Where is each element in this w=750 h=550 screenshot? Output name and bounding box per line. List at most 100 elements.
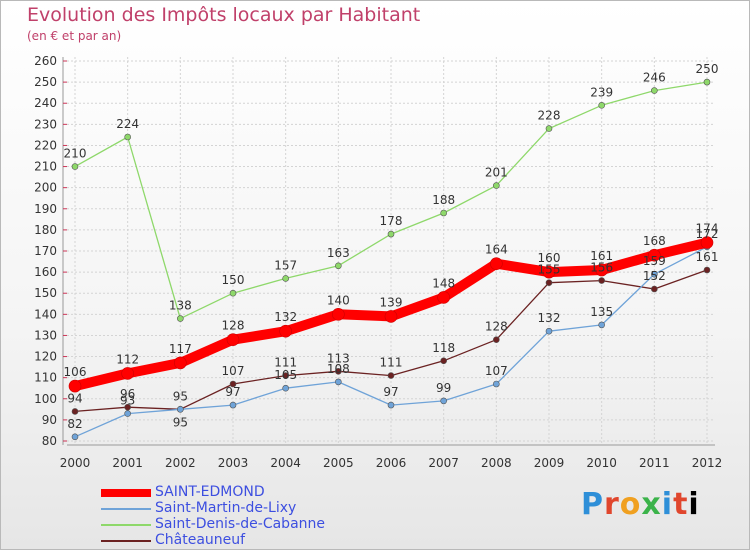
- data-label: 152: [643, 269, 666, 283]
- data-point: [279, 324, 292, 338]
- data-label: 160: [538, 251, 561, 265]
- data-label: 135: [590, 305, 613, 319]
- data-point: [124, 133, 131, 141]
- data-label: 82: [67, 417, 82, 431]
- data-label: 140: [327, 293, 350, 307]
- data-point: [651, 270, 658, 278]
- data-label: 108: [327, 362, 350, 376]
- logo-letter: x: [641, 487, 662, 522]
- data-label: 239: [590, 85, 613, 99]
- data-label: 155: [538, 263, 561, 277]
- data-point: [124, 403, 131, 411]
- data-label: 106: [64, 365, 87, 379]
- legend-label: Châteauneuf: [155, 532, 246, 548]
- data-label: 148: [432, 276, 455, 290]
- data-label: 105: [274, 368, 297, 382]
- data-point: [121, 367, 134, 380]
- data-label: 246: [643, 71, 666, 85]
- x-tick-label: 2009: [534, 456, 565, 470]
- data-point: [703, 78, 711, 86]
- y-tick-label: 140: [34, 307, 57, 321]
- data-point: [387, 401, 395, 409]
- y-tick-label: 80: [42, 434, 57, 448]
- data-label: 128: [222, 319, 245, 333]
- data-label: 128: [485, 320, 508, 334]
- data-label: 188: [432, 193, 455, 207]
- data-point: [71, 433, 79, 441]
- data-point: [440, 397, 447, 405]
- x-tick-label: 2012: [692, 456, 723, 470]
- data-point: [174, 356, 187, 370]
- data-point: [651, 285, 658, 293]
- data-label: 139: [380, 295, 403, 309]
- data-point: [177, 406, 184, 413]
- data-label: 117: [169, 342, 192, 356]
- data-point: [282, 372, 289, 379]
- x-tick-label: 2002: [165, 456, 196, 470]
- x-tick-label: 2005: [323, 456, 354, 470]
- data-point: [651, 87, 658, 94]
- data-label: 97: [383, 385, 398, 399]
- y-tick-label: 250: [34, 75, 57, 89]
- logo-letter: P: [581, 487, 604, 522]
- data-point: [282, 275, 289, 282]
- data-label: 95: [173, 389, 188, 403]
- data-label: 150: [222, 273, 245, 287]
- data-point: [598, 321, 605, 329]
- data-label: 107: [485, 364, 508, 378]
- proxiti-logo: Proxiti: [581, 487, 700, 522]
- data-label: 161: [590, 249, 613, 263]
- data-point: [493, 380, 500, 388]
- data-label: 201: [485, 166, 508, 180]
- legend-label: SAINT-EDMOND: [155, 484, 265, 500]
- x-tick-label: 2011: [639, 456, 670, 470]
- y-tick-label: 260: [34, 54, 57, 68]
- data-label: 172: [696, 227, 719, 241]
- data-point: [229, 380, 237, 388]
- data-point: [440, 357, 447, 365]
- data-label: 96: [120, 387, 135, 401]
- data-label: 174: [696, 222, 719, 236]
- data-point: [71, 408, 79, 415]
- data-label: 161: [696, 250, 719, 264]
- data-label: 99: [436, 381, 451, 395]
- y-tick-label: 100: [34, 392, 57, 406]
- logo-letter: i: [688, 487, 700, 522]
- data-point: [229, 289, 237, 297]
- x-tick-label: 2000: [60, 456, 91, 470]
- x-tick-label: 2006: [376, 456, 407, 470]
- y-tick-label: 180: [34, 223, 57, 237]
- data-point: [229, 401, 237, 409]
- data-point: [387, 372, 395, 379]
- y-tick-label: 110: [34, 371, 57, 385]
- data-point: [493, 182, 500, 189]
- legend-swatch: [101, 489, 151, 497]
- data-label: 118: [432, 341, 455, 355]
- y-tick-label: 90: [42, 413, 57, 427]
- data-label: 132: [538, 311, 561, 325]
- legend: SAINT-EDMOND Saint-Martin-de-Lixy Saint-De…: [101, 484, 441, 549]
- legend-item: Saint-Martin-de-Lixy: [101, 500, 441, 517]
- chart-title: Evolution des Impôts locaux par Habitant: [27, 4, 421, 26]
- data-label: 157: [274, 258, 297, 272]
- logo-letter: o: [619, 487, 642, 522]
- y-tick-label: 240: [34, 96, 57, 110]
- y-tick-label: 130: [34, 328, 57, 342]
- chart-subtitle: (en € et par an): [27, 29, 122, 43]
- data-label: 95: [173, 415, 188, 429]
- data-label: 164: [485, 243, 508, 257]
- data-point: [493, 336, 500, 343]
- x-tick-label: 2010: [586, 456, 617, 470]
- data-label: 138: [169, 299, 192, 313]
- legend-label: Saint-Denis-de-Cabanne: [155, 516, 326, 532]
- legend-item: Saint-Denis-de-Cabanne: [101, 516, 441, 533]
- logo-letter: r: [604, 487, 620, 522]
- y-tick-label: 150: [34, 286, 57, 300]
- data-point: [332, 308, 345, 321]
- data-label: 112: [116, 352, 139, 366]
- data-label: 93: [120, 394, 135, 408]
- data-label: 107: [222, 364, 245, 378]
- data-label: 132: [274, 310, 297, 324]
- legend-swatch: [101, 508, 151, 510]
